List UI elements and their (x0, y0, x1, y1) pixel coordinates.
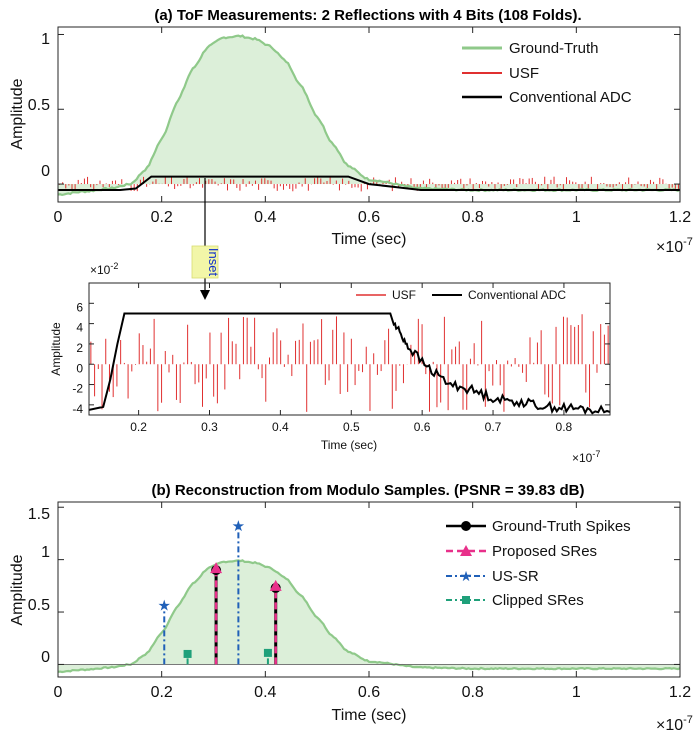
panel-b-xtick-0: 0 (54, 684, 63, 701)
panel-b-ytick-1: 0.5 (28, 597, 50, 614)
panel-a-plot: 0 0.2 0.4 0.6 0.8 1 1.2 0 0.5 1 Time (se… (9, 26, 693, 256)
inset-ytick-5: 6 (76, 300, 83, 314)
clipped-sres-marker (263, 648, 272, 657)
legend-label-usf: USF (509, 65, 539, 82)
inset-tag-label: Inset (206, 248, 221, 277)
inset-ytick-4: 4 (76, 321, 83, 335)
panel-a-ylabel: Amplitude (9, 78, 26, 149)
inset-arrow-head (200, 290, 210, 300)
inset-connector: Inset (191, 178, 221, 300)
legend-label-ground-truth-spikes: Ground-Truth Spikes (492, 518, 631, 535)
legend-label-clipped-sres: Clipped SRes (492, 592, 584, 609)
panel-b-ground-truth-line (58, 559, 680, 674)
panel-a-x-multiplier: ×10-7 (656, 236, 693, 256)
panel-a-xtick-2: 0.4 (254, 209, 276, 226)
panel-b-ground-truth-area (58, 560, 680, 672)
inset-ytick-3: 2 (76, 341, 83, 355)
inset-xtick-0: 0.2 (130, 420, 147, 434)
panel-a-xtick-6: 1.2 (669, 209, 691, 226)
panel-b-xtick-4: 0.8 (462, 684, 484, 701)
inset-tag-box (191, 245, 219, 279)
panel-a-adc-line (58, 175, 680, 191)
inset-xtick-6: 0.8 (556, 420, 573, 434)
panel-b-legend: Ground-Truth Spikes Proposed SRes ★ US-S… (446, 518, 631, 609)
inset-xtick-5: 0.7 (485, 420, 502, 434)
panel-a-xtick-4: 0.8 (462, 209, 484, 226)
legend-marker-clipped-sres (462, 596, 470, 604)
panel-b-xtick-5: 1 (572, 684, 581, 701)
legend-label-conventional-adc: Conventional ADC (509, 89, 632, 106)
panel-b-xtick-3: 0.6 (358, 684, 380, 701)
inset-adc-line (89, 312, 610, 415)
inset-xtick-1: 0.3 (201, 420, 218, 434)
proposed-sres-marker (210, 562, 223, 574)
panel-a-ytick-0: 0 (41, 163, 50, 180)
inset-axes-box (88, 282, 611, 416)
clipped-sres-marker (183, 649, 192, 658)
panel-a-xtick-5: 1 (572, 209, 581, 226)
panel-a-xtick-3: 0.6 (358, 209, 380, 226)
proposed-sres-marker (269, 579, 282, 591)
panel-b-ytick-3: 1.5 (28, 506, 50, 523)
legend-label-proposed-sres: Proposed SRes (492, 543, 597, 560)
panel-a-xtick-0: 0 (54, 209, 63, 226)
inset-ylabel: Amplitude (49, 322, 63, 376)
inset-usf-stems (90, 314, 609, 412)
panel-b-plot: ★★ 0 0.2 0.4 0.6 0.8 1 1.2 0 0.5 1 1.5 T… (9, 501, 693, 734)
inset-xlabel: Time (sec) (321, 438, 377, 452)
panel-b-ytick-2: 1 (41, 544, 50, 561)
panel-b-xlabel: Time (sec) (332, 707, 407, 724)
inset-legend-label-adc: Conventional ADC (468, 288, 566, 302)
panel-b-ticks (57, 502, 681, 677)
legend-label-us-sr: US-SR (492, 568, 539, 585)
panel-b-xtick-2: 0.4 (254, 684, 276, 701)
panel-a-xlabel: Time (sec) (332, 231, 407, 248)
panel-b-x-multiplier: ×10-7 (656, 714, 693, 734)
inset-xtick-4: 0.6 (414, 420, 431, 434)
panel-a-ytick-2: 1 (41, 31, 50, 48)
panel-b-ytick-0: 0 (41, 649, 50, 666)
panel-b-xtick-1: 0.2 (151, 684, 173, 701)
inset-legend-label-usf: USF (392, 288, 416, 302)
us-sr-marker: ★ (232, 517, 245, 535)
panel-b-title: (b) Reconstruction from Modulo Samples. … (152, 482, 585, 499)
us-sr-marker: ★ (158, 597, 171, 615)
inset-ytick-2: 0 (76, 361, 83, 375)
inset-xtick-3: 0.5 (343, 420, 360, 434)
legend-marker-proposed-sres (460, 545, 472, 556)
legend-marker-ground-truth-spikes (461, 521, 471, 531)
panel-b-xtick-6: 1.2 (669, 684, 691, 701)
panel-a-ground-truth-area (58, 35, 680, 195)
inset-legend: USF Conventional ADC (356, 288, 566, 302)
legend-marker-us-sr: ★ (460, 569, 473, 585)
panel-a-ticks (57, 27, 681, 202)
inset-ytick-0: -4 (72, 402, 83, 416)
inset-y-multiplier: ×10-2 (90, 261, 118, 277)
inset-xtick-2: 0.4 (272, 420, 289, 434)
legend-label-ground-truth: Ground-Truth (509, 40, 598, 57)
inset-plot: 0.2 0.3 0.4 0.5 0.6 0.7 0.8 -4 -2 0 2 4 … (49, 261, 611, 465)
panel-a-title: (a) ToF Measurements: 2 Reflections with… (154, 7, 581, 24)
panel-a-ytick-1: 0.5 (28, 97, 50, 114)
panel-a-xtick-1: 0.2 (151, 209, 173, 226)
panel-b-markers: ★★ (158, 517, 282, 665)
inset-ytick-1: -2 (72, 382, 83, 396)
inset-x-multiplier: ×10-7 (572, 449, 600, 465)
panel-a-legend: Ground-Truth USF Conventional ADC (462, 40, 632, 106)
panel-b-ylabel: Amplitude (9, 554, 26, 625)
inset-ticks (89, 283, 610, 415)
